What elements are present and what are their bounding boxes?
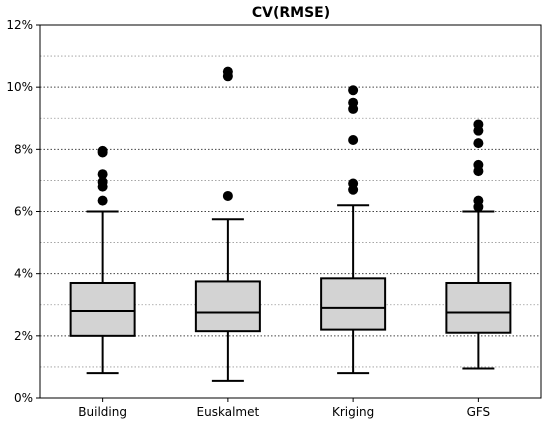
iqr-box [194,280,261,333]
y-axis: 0% 2% 4% 6% 8% 10% 12% [6,18,40,405]
x-tick-label: GFS [467,405,491,419]
box-euskalmet [194,66,261,382]
outlier-point [97,176,108,187]
outlier-point [348,178,359,189]
box-building [69,145,136,375]
iqr-box [69,281,136,337]
outlier-point [348,85,359,96]
outlier-point [473,195,484,206]
outlier-point [97,195,108,206]
outlier-point [473,119,484,130]
chart-title: CV(RMSE) [252,5,330,21]
x-tick-label: Kriging [332,405,374,419]
outlier-point [222,66,233,77]
y-tick-label: 12% [6,18,33,32]
outlier-point [97,145,108,156]
y-tick-label: 0% [14,391,33,405]
x-tick-label: Euskalmet [197,405,260,419]
outlier-point [473,159,484,170]
y-tick-label: 8% [14,142,33,156]
outlier-point [97,169,108,180]
y-tick-label: 10% [6,80,33,94]
box-gfs [445,119,512,370]
box-kriging [320,85,387,375]
iqr-box [445,281,512,334]
x-axis: Building Euskalmet Kriging GFS [78,398,490,419]
y-tick-label: 2% [14,329,33,343]
outlier-point [348,135,359,146]
y-tick-label: 6% [14,205,33,219]
x-tick-label: Building [78,405,127,419]
y-tick-label: 4% [14,267,33,281]
outlier-point [473,138,484,149]
box-series [69,66,512,382]
iqr-box [320,277,387,331]
outlier-point [222,190,233,201]
outlier-point [348,97,359,108]
